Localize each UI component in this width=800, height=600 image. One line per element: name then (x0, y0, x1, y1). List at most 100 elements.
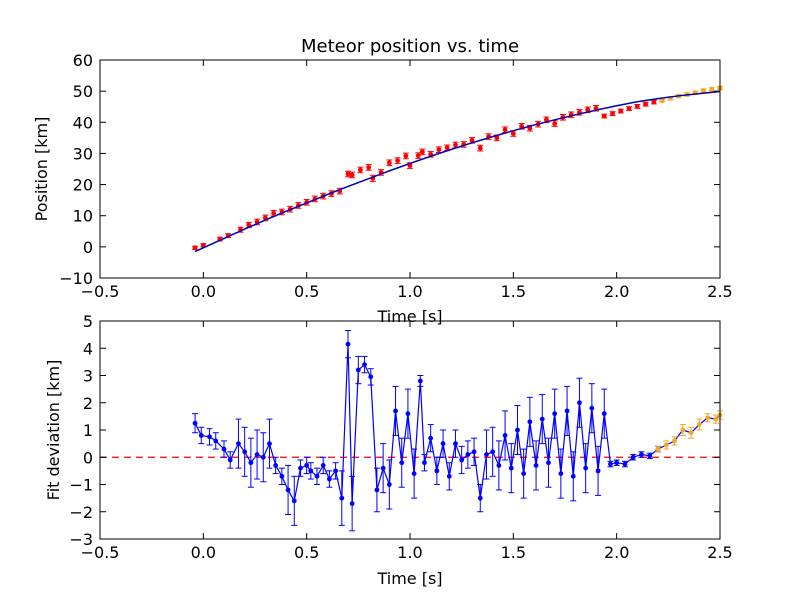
data-point (422, 460, 427, 466)
data-point (601, 113, 607, 119)
data-point (490, 449, 496, 455)
data-point (436, 147, 442, 153)
data-point (386, 160, 392, 166)
y-axis-label: Fit deviation [km] (44, 360, 63, 501)
data-point (539, 416, 545, 422)
data-point (647, 453, 653, 459)
data-point (405, 411, 411, 417)
data-point (248, 460, 254, 466)
data-point (570, 473, 576, 479)
data-point (221, 446, 227, 452)
x-tick-label: 0.0 (191, 543, 216, 562)
data-point (459, 457, 465, 463)
data-point (417, 378, 423, 384)
data-point (521, 471, 527, 476)
x-tick-label: 1.5 (501, 543, 526, 562)
data-point (688, 430, 694, 436)
fit-line (194, 90, 721, 253)
y-tick-label: 2 (83, 394, 93, 413)
y-tick-label: −1 (69, 476, 93, 495)
data-point (393, 408, 398, 414)
data-point (639, 452, 644, 457)
data-point (213, 438, 219, 444)
x-tick-label: 0.0 (191, 282, 216, 301)
position-chart: Meteor position vs. time Time [s] Positi… (32, 36, 733, 326)
x-tick-label: −0.5 (81, 282, 120, 301)
data-point (227, 457, 233, 463)
data-point (583, 465, 589, 471)
series-extrapolated (655, 410, 723, 453)
data-point (659, 98, 665, 104)
data-point (345, 341, 351, 347)
data-point (643, 101, 648, 107)
deviation-chart: Time [s] Fit deviation [km] −0.5 0.0 0.5 1.… (44, 312, 733, 588)
series-fit (194, 90, 721, 253)
data-point (374, 487, 380, 493)
x-axis-label: Time [s] (376, 569, 442, 588)
y-tick-label: 1 (83, 421, 93, 440)
data-point (577, 400, 582, 406)
data-point (415, 153, 421, 159)
data-point (267, 441, 272, 447)
data-point (236, 441, 241, 447)
data-point (610, 111, 615, 116)
axes-frame (99, 59, 721, 279)
data-point (308, 468, 314, 474)
x-tick-label: 0.5 (294, 282, 319, 301)
y-tick-label: 60 (73, 51, 93, 70)
axis-ticks: −0.5 0.0 0.5 1.0 1.5 2.0 2.5 −3 −2 −1 0 1 2 3 4 5 (69, 312, 732, 562)
data-point (411, 471, 417, 476)
data-point (502, 433, 508, 438)
data-point (333, 468, 338, 474)
data-point (701, 88, 706, 93)
y-tick-label: 50 (73, 82, 93, 101)
data-point (663, 442, 669, 448)
data-point (366, 165, 372, 170)
data-point (634, 104, 640, 109)
data-point (680, 427, 686, 433)
y-tick-label: −2 (69, 503, 93, 522)
data-point (552, 411, 558, 417)
data-point (614, 460, 620, 466)
data-point (589, 405, 595, 411)
data-point (349, 172, 355, 178)
data-point (713, 416, 719, 422)
y-tick-label: 3 (83, 367, 93, 386)
y-tick-label: 5 (83, 312, 93, 331)
data-point (428, 435, 434, 441)
data-point (515, 427, 520, 433)
data-point (626, 106, 632, 111)
y-axis-label: Position [km] (32, 117, 51, 222)
data-point (192, 420, 198, 426)
data-point (496, 463, 502, 468)
data-point (368, 374, 374, 380)
data-point (502, 127, 508, 133)
data-point (273, 463, 279, 468)
x-tick-label: 1.0 (397, 543, 422, 562)
data-point (345, 171, 351, 177)
data-point (260, 454, 266, 460)
data-point (434, 468, 440, 474)
x-tick-label: 2.5 (707, 543, 732, 562)
y-tick-label: 40 (73, 113, 93, 132)
data-point (444, 145, 450, 151)
data-point (709, 86, 715, 92)
data-point (552, 121, 558, 126)
data-point (399, 460, 405, 466)
data-point (618, 108, 624, 114)
data-point (362, 362, 367, 367)
y-tick-label: 0 (83, 238, 93, 257)
data-point (271, 210, 276, 216)
data-point (298, 465, 303, 471)
y-tick-label: −3 (69, 530, 93, 549)
data-point (477, 145, 483, 151)
y-tick-label: −10 (59, 269, 93, 288)
data-point (207, 434, 212, 440)
data-point (471, 449, 477, 455)
data-point (279, 473, 285, 479)
data-point (440, 441, 446, 447)
x-tick-label: 2.5 (707, 282, 732, 301)
data-point (420, 149, 425, 155)
data-point (630, 454, 636, 460)
